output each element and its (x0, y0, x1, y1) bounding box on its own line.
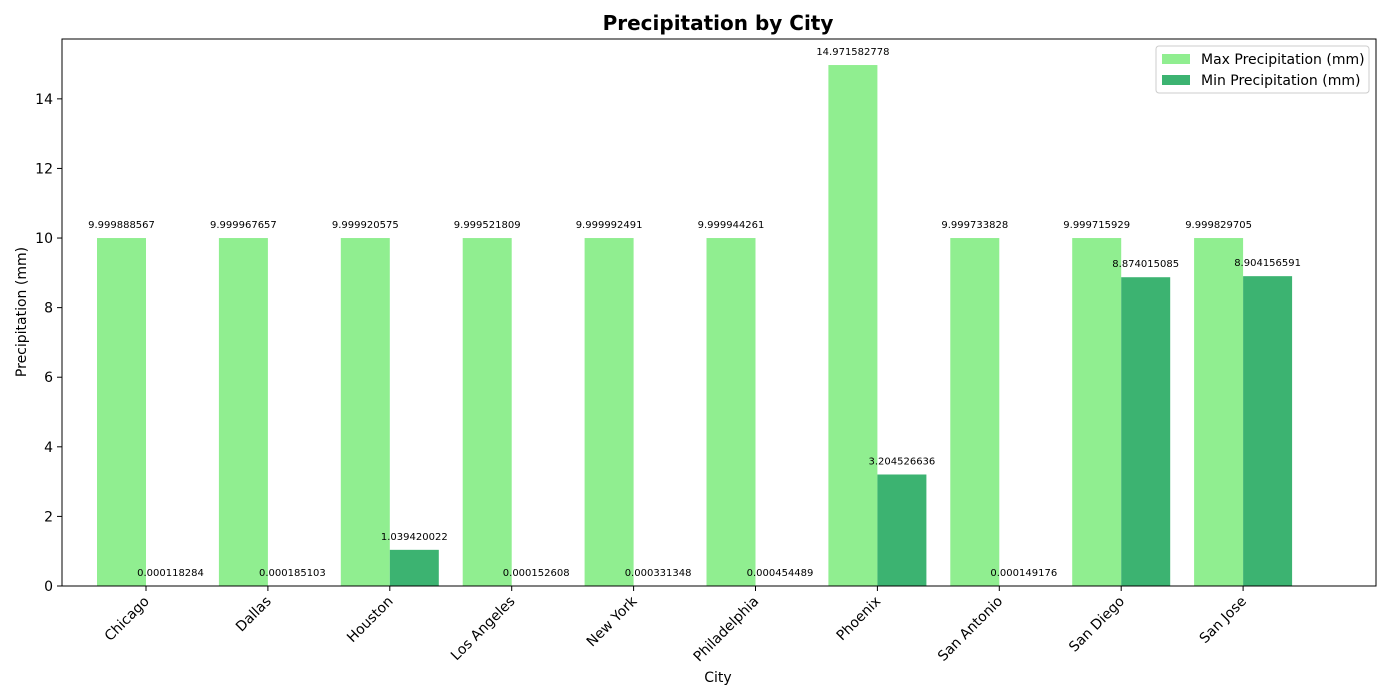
bar-max-8 (1072, 238, 1122, 586)
x-tick-label-4: New York (584, 593, 641, 650)
bar-min-8 (1121, 277, 1171, 586)
y-tick-label-3: 6 (44, 370, 53, 386)
legend-swatch-max (1162, 54, 1190, 64)
x-tick-label-6: Phoenix (834, 594, 885, 645)
legend: Max Precipitation (mm) Min Precipitation … (1155, 45, 1370, 94)
bar-min-6 (877, 474, 927, 586)
data-label-max-7: 9.999733828 (941, 220, 1008, 231)
data-label-max-2: 9.999920575 (332, 220, 399, 231)
y-tick-label-7: 14 (35, 92, 53, 108)
bar-max-6 (828, 65, 878, 587)
y-tick-label-6: 12 (35, 161, 53, 177)
bar-min-2 (389, 549, 439, 586)
data-label-max-9: 9.999829705 (1185, 220, 1252, 231)
legend-box (1155, 45, 1370, 94)
x-tick-label-5: Philadelphia (691, 594, 763, 666)
x-tick-label-0: Chicago (102, 594, 153, 645)
data-label-min-0: 0.000118284 (137, 568, 204, 579)
data-label-max-1: 9.999967657 (210, 220, 277, 231)
bar-max-7 (950, 238, 1000, 586)
legend-swatch-min (1162, 75, 1190, 85)
x-tick-label-7: San Antonio (935, 594, 1006, 665)
x-tick-label-9: San Jose (1197, 594, 1250, 647)
data-label-min-6: 3.204526636 (868, 456, 935, 467)
y-tick-label-0: 0 (44, 579, 53, 595)
y-tick-label-5: 10 (35, 231, 53, 247)
y-tick-label-4: 8 (44, 301, 53, 317)
data-label-max-6: 14.971582778 (816, 47, 889, 58)
bar-max-4 (584, 238, 634, 586)
data-label-max-8: 9.999715929 (1063, 220, 1130, 231)
data-label-max-4: 9.999992491 (576, 220, 643, 231)
data-label-min-9: 8.904156591 (1234, 258, 1301, 269)
data-label-max-3: 9.999521809 (454, 220, 521, 231)
data-label-min-4: 0.000331348 (625, 568, 692, 579)
bar-max-1 (218, 238, 268, 586)
plot-frame (61, 38, 1377, 587)
bar-max-2 (340, 238, 390, 586)
bar-min-9 (1243, 276, 1293, 586)
data-label-min-1: 0.000185103 (259, 568, 326, 579)
bar-max-5 (706, 238, 756, 586)
data-label-max-0: 9.999888567 (88, 220, 155, 231)
data-label-min-8: 8.874015085 (1112, 259, 1179, 270)
y-tick-label-2: 4 (44, 440, 53, 456)
x-tick-label-1: Dallas (233, 594, 275, 636)
data-label-min-2: 1.039420022 (381, 532, 448, 543)
chart-title: Precipitation by City (603, 11, 834, 35)
bar-max-0 (97, 238, 146, 587)
x-tick-label-3: Los Angeles (448, 594, 518, 664)
legend-label-min: Min Precipitation (mm) (1201, 73, 1360, 89)
data-label-min-3: 0.000152608 (503, 568, 570, 579)
x-tick-label-2: Houston (344, 594, 396, 646)
bar-max-3 (462, 238, 512, 587)
x-axis-label: City (704, 670, 731, 686)
y-axis-label: Precipitation (mm) (14, 247, 30, 377)
data-label-max-5: 9.999944261 (698, 220, 765, 231)
legend-label-max: Max Precipitation (mm) (1201, 52, 1365, 68)
y-tick-label-1: 2 (44, 509, 53, 525)
x-tick-label-8: San Diego (1066, 594, 1128, 656)
bar-max-9 (1194, 238, 1244, 586)
data-label-min-7: 0.000149176 (990, 568, 1057, 579)
data-label-min-5: 0.000454489 (747, 568, 814, 579)
plot-area: 9.999888567 9.999967657 9.999920575 9.99952… (35, 38, 1377, 666)
